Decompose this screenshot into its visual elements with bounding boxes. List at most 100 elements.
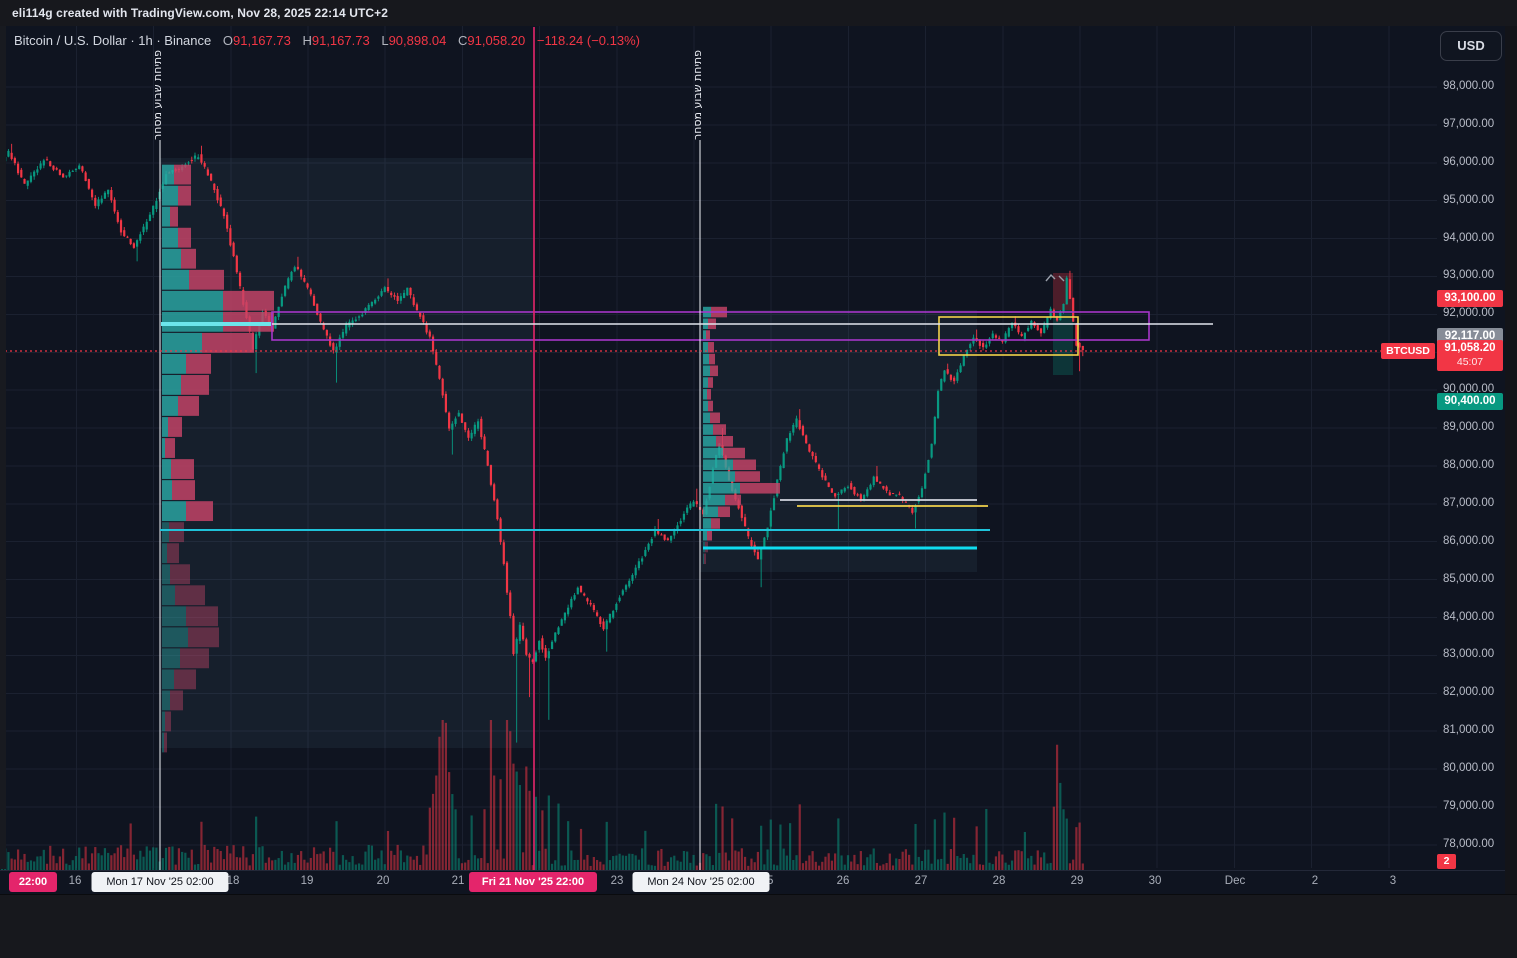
price-tick-label: 92,000.00 <box>1443 307 1495 320</box>
profile-sell-row <box>168 417 182 437</box>
volume-bar <box>515 771 518 870</box>
volume-bar <box>100 855 103 870</box>
volume-bar <box>42 849 45 870</box>
candle-body <box>1039 328 1043 334</box>
volume-bar <box>312 847 316 870</box>
symbol-title[interactable]: Bitcoin / U.S. Dollar · 1h · Binance <box>14 33 212 48</box>
candle-body <box>747 528 750 537</box>
volume-bar <box>843 864 846 870</box>
volume-bar <box>431 793 435 870</box>
candle-body <box>357 316 361 318</box>
candle-body <box>570 598 573 608</box>
volume-bar <box>470 815 473 870</box>
price-level-chip: 90,400.00 <box>1437 393 1503 410</box>
volume-bar <box>879 865 882 870</box>
candle-body <box>441 378 444 396</box>
price-axis[interactable]: 91,058.20 45:07 98,000.00 97,000.00 96,000… <box>1437 26 1505 894</box>
profile-buy-row <box>162 290 223 311</box>
volume-bar <box>615 855 618 870</box>
profile-sell-row <box>172 480 195 500</box>
candle-body <box>451 423 454 430</box>
candle-body <box>1078 342 1081 348</box>
profile-buy-row <box>162 332 202 353</box>
volume-bar <box>827 853 830 870</box>
profile-sell-row <box>165 711 171 732</box>
candle-body <box>785 438 788 452</box>
time-marker-chip: 22:00 <box>9 872 57 892</box>
volume-bar <box>33 861 36 870</box>
candle-body <box>493 484 496 501</box>
volume-bar <box>740 848 743 870</box>
volume-bar <box>882 864 885 870</box>
volume-bar <box>97 853 100 870</box>
candle-body <box>592 605 595 611</box>
volume-bar <box>271 860 274 870</box>
candle-body <box>663 534 666 540</box>
candle-body <box>58 169 62 175</box>
volume-bar <box>930 863 933 870</box>
volume-bar <box>174 864 177 870</box>
volume-bar <box>756 851 760 870</box>
volume-bar <box>177 848 181 870</box>
candle-body <box>486 450 489 466</box>
volume-bar <box>332 851 335 870</box>
time-tick-label: 21 <box>451 875 465 887</box>
volume-bar <box>956 855 959 870</box>
profile-buy-row <box>703 342 708 353</box>
volume-bar <box>776 865 779 870</box>
profile-sell-row <box>704 553 706 565</box>
candle-body <box>155 201 158 209</box>
volume-bar <box>840 855 843 870</box>
volume-bar <box>206 849 209 870</box>
candle-body <box>998 337 1001 339</box>
profile-sell-row <box>170 564 190 585</box>
volume-bar <box>280 850 283 870</box>
volume-bar <box>390 850 393 870</box>
volume-bar <box>245 857 248 870</box>
volume-bar <box>62 848 65 870</box>
volume-bar <box>705 854 708 870</box>
currency-toggle-button[interactable]: USD <box>1440 31 1502 61</box>
price-tick-label: 83,000.00 <box>1443 648 1495 661</box>
volume-bar <box>846 855 850 870</box>
candle-body <box>312 295 316 306</box>
candle-body <box>480 418 483 438</box>
volume-bar <box>686 851 689 870</box>
volume-bar <box>682 850 686 870</box>
volume-bar <box>190 849 193 870</box>
volume-bar <box>1023 832 1027 870</box>
volume-bar <box>911 864 914 870</box>
volume-bar <box>45 863 49 870</box>
volume-bar <box>808 855 811 870</box>
volume-bar <box>528 790 531 870</box>
candle-body <box>374 299 377 304</box>
candle-body <box>435 352 438 365</box>
candle-body <box>911 507 914 513</box>
candle-body <box>1072 297 1075 322</box>
candle-body <box>325 330 328 336</box>
candle-body <box>1065 277 1068 305</box>
candle-body <box>107 189 110 195</box>
volume-bar <box>338 864 341 870</box>
candle-body <box>1027 327 1030 331</box>
price-tick-label: 78,000.00 <box>1443 837 1495 850</box>
candle-body <box>631 575 634 581</box>
candle-body <box>647 543 650 550</box>
symbol-header[interactable]: Bitcoin / U.S. Dollar · 1h · Binance O91… <box>14 33 640 48</box>
candle-body <box>692 501 695 507</box>
volume-bar <box>718 852 721 870</box>
candle-body <box>589 602 592 605</box>
candle-body <box>846 486 850 488</box>
volume-bar <box>412 859 415 870</box>
candle-body <box>364 308 367 313</box>
price-tick-label: 93,000.00 <box>1443 269 1495 282</box>
volume-bar <box>184 852 187 870</box>
volume-bar <box>708 856 711 870</box>
volume-bar <box>464 862 467 870</box>
volume-bar <box>573 859 576 870</box>
volume-bar <box>7 852 10 870</box>
candle-body <box>52 165 55 170</box>
candle-body <box>891 493 895 495</box>
